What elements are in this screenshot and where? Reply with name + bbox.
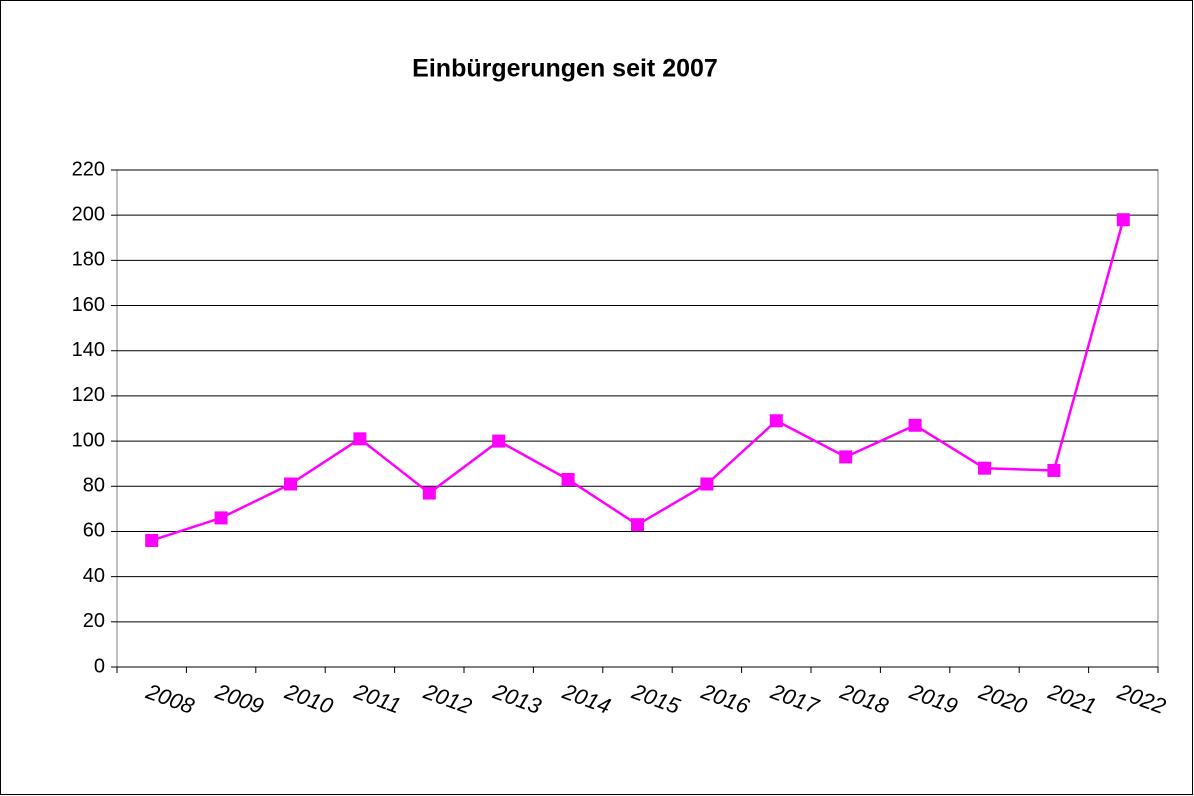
- point-marker: [353, 432, 367, 446]
- point-marker: [214, 511, 228, 525]
- y-tick-label: 20: [83, 610, 105, 632]
- y-tick-label: 120: [72, 384, 105, 406]
- y-tick-label: 200: [72, 203, 105, 225]
- point-marker: [700, 477, 714, 491]
- y-tick-label: 180: [72, 249, 105, 271]
- point-marker: [422, 486, 436, 500]
- point-marker: [145, 533, 159, 547]
- y-tick-label: 220: [72, 158, 105, 180]
- point-marker: [839, 450, 853, 464]
- point-marker: [561, 472, 575, 486]
- point-marker: [284, 477, 297, 491]
- chart-title: Einbürgerungen seit 2007: [412, 55, 718, 83]
- y-tick-label: 40: [83, 565, 105, 587]
- y-tick-label: 140: [72, 339, 105, 361]
- y-tick-label: 60: [83, 520, 105, 542]
- point-marker: [1047, 463, 1061, 477]
- point-marker: [631, 518, 644, 532]
- point-marker: [908, 418, 922, 432]
- point-marker: [1116, 213, 1130, 227]
- point-marker: [769, 414, 783, 428]
- y-tick-label: 0: [94, 655, 105, 677]
- y-tick-label: 100: [72, 429, 105, 451]
- y-tick-label: 160: [72, 294, 105, 316]
- point-marker: [492, 434, 506, 448]
- point-marker: [978, 461, 991, 475]
- y-tick-label: 80: [83, 475, 105, 497]
